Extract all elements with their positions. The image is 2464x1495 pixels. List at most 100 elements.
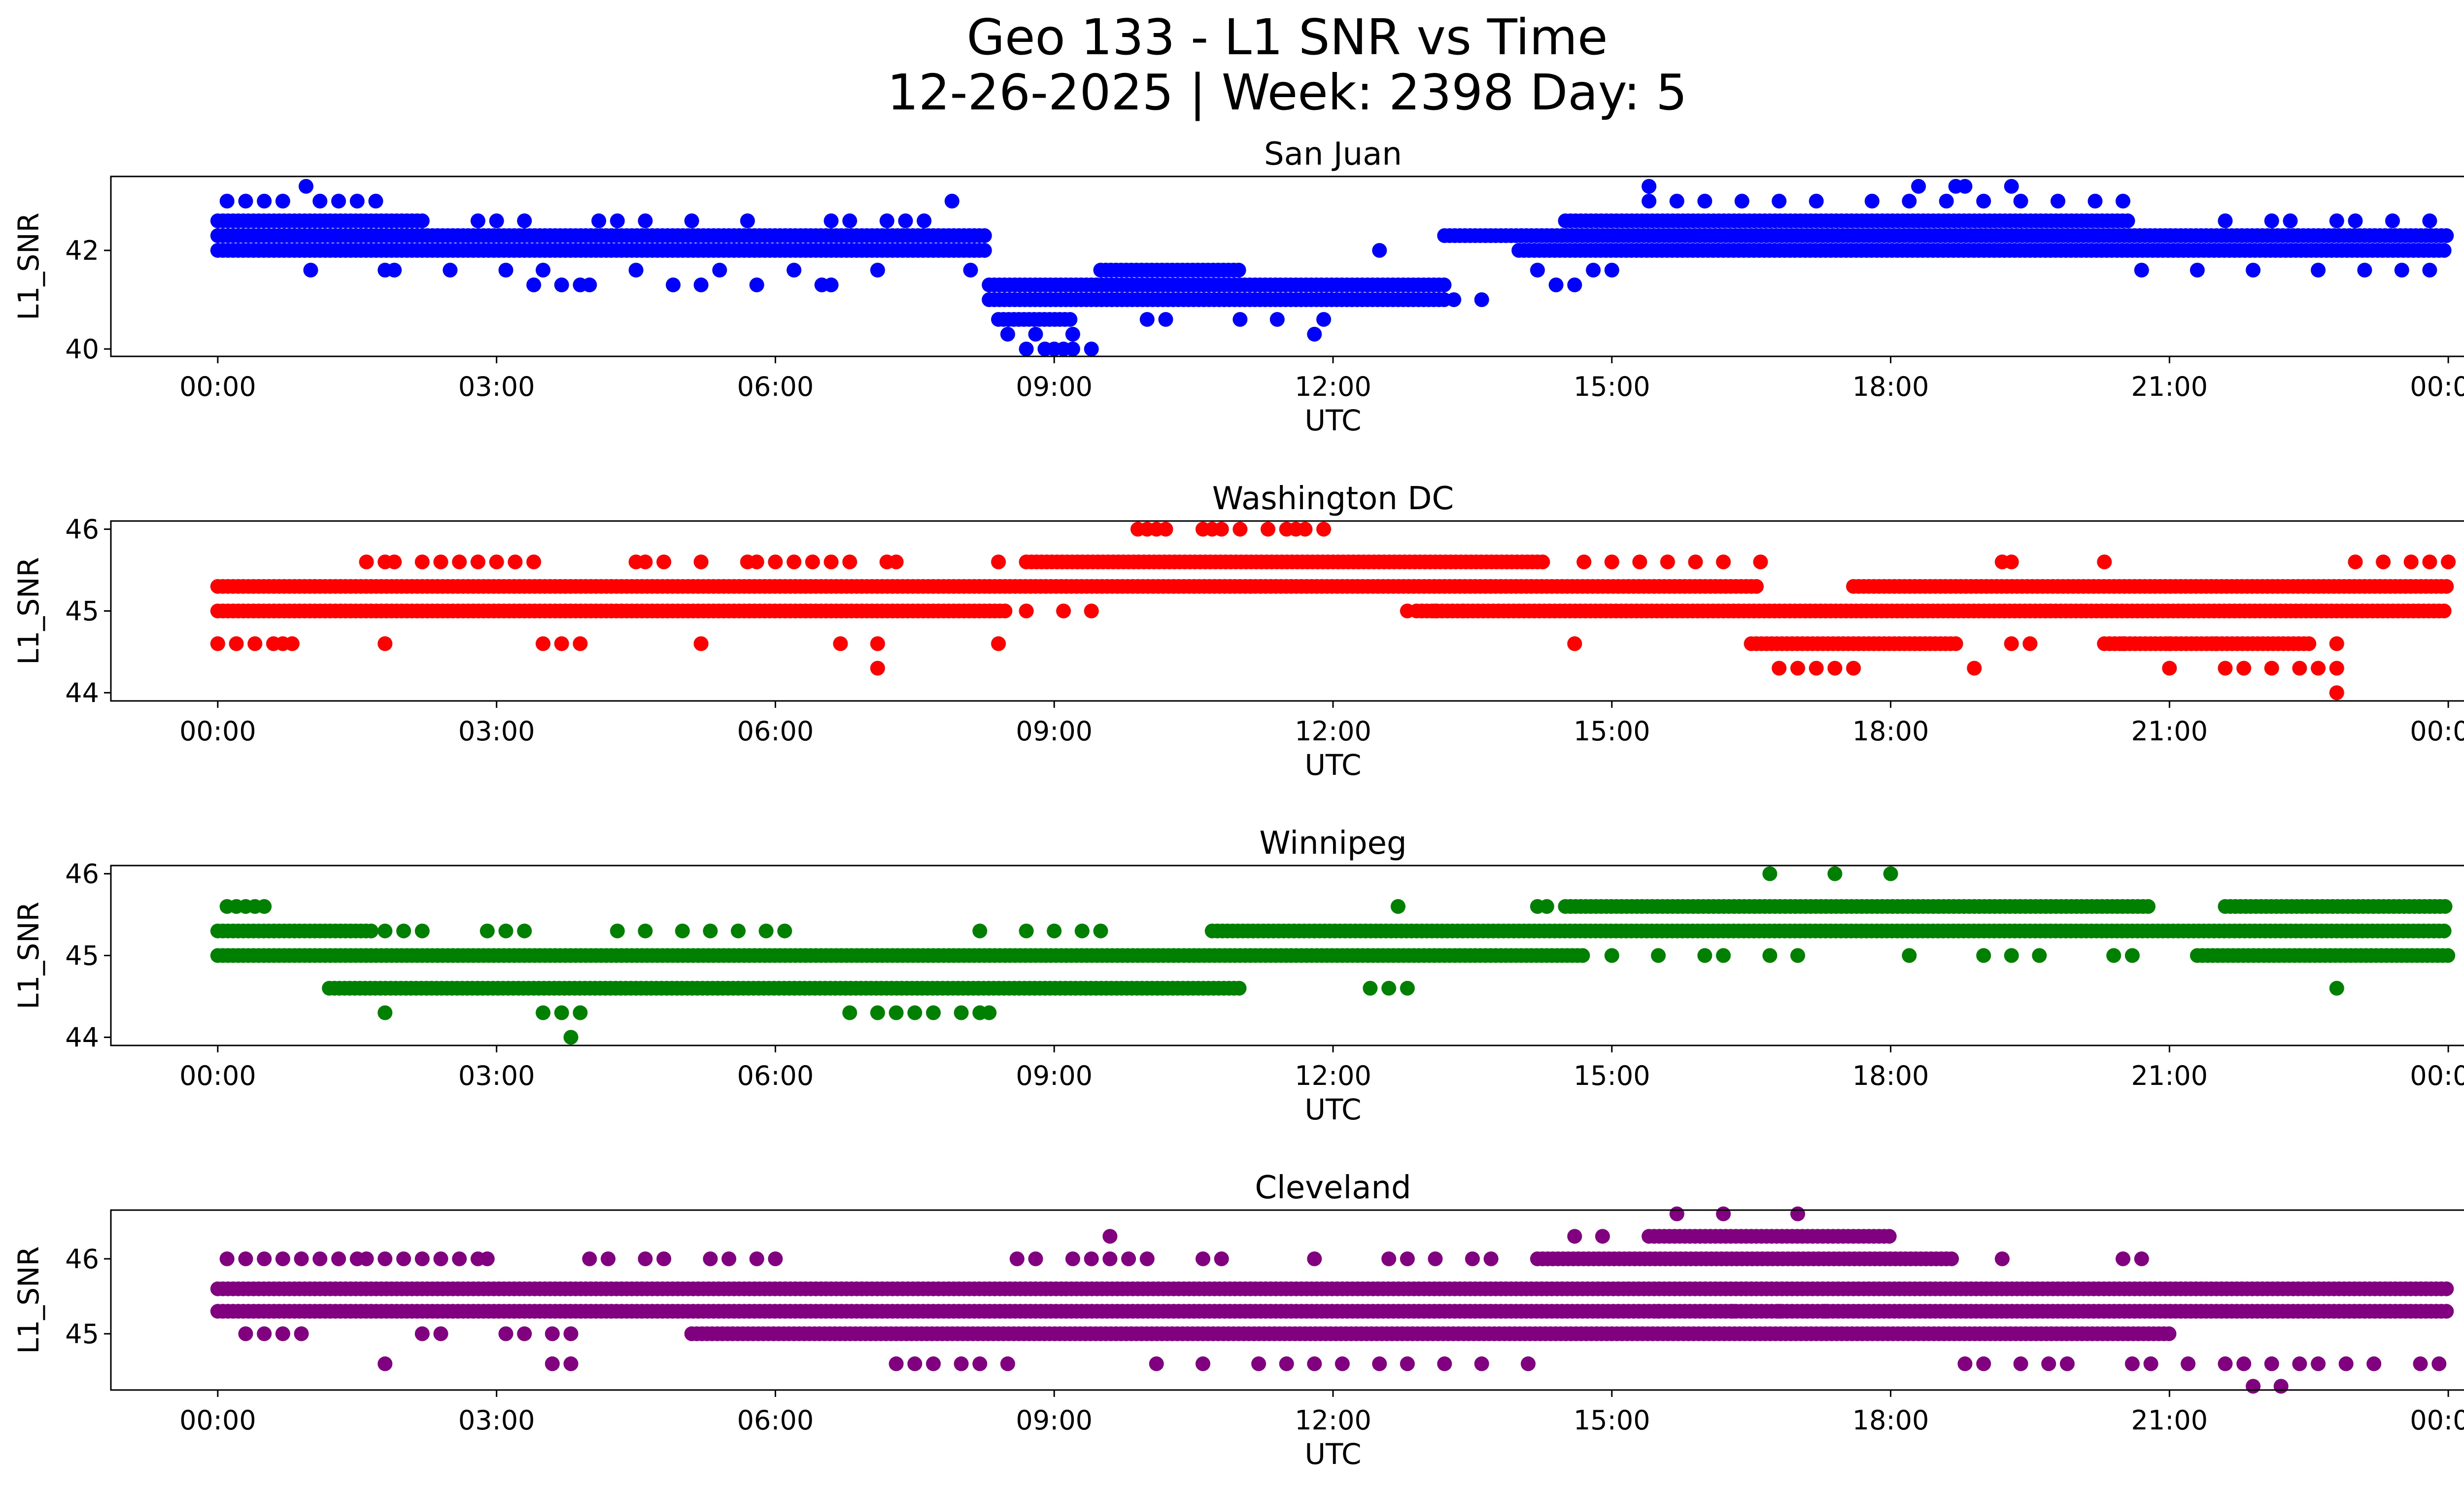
data-point — [2311, 1356, 2326, 1371]
data-point — [944, 194, 959, 209]
y-axis-label: L1_SNR — [12, 902, 45, 1009]
data-point — [842, 213, 857, 228]
data-point — [247, 636, 263, 651]
x-tick-label: 00:00 — [2410, 371, 2464, 402]
plot-area — [111, 176, 2464, 356]
x-tick-label: 15:00 — [1574, 716, 1650, 747]
data-point — [526, 555, 542, 569]
data-point — [2088, 194, 2103, 209]
data-point — [2422, 263, 2437, 278]
data-point — [972, 1356, 988, 1371]
data-point — [1651, 1304, 1666, 1319]
data-point — [582, 278, 597, 292]
data-point — [749, 1251, 764, 1266]
data-point — [1400, 603, 1415, 619]
data-point — [758, 923, 774, 939]
data-point — [2329, 636, 2344, 651]
subplot-title: Washington DC — [1212, 481, 1454, 517]
data-point — [1232, 522, 1248, 537]
data-point — [997, 603, 1013, 619]
data-point — [870, 1005, 885, 1020]
x-tick-label: 00:00 — [2410, 1405, 2464, 1436]
data-point — [489, 555, 504, 569]
data-point — [2329, 661, 2344, 676]
data-point — [433, 555, 448, 569]
data-point — [573, 1005, 588, 1020]
data-point — [219, 194, 235, 209]
data-point — [693, 555, 709, 569]
data-point — [1196, 1251, 1210, 1266]
data-point — [545, 1356, 560, 1371]
data-point — [1567, 636, 1582, 651]
figure-title-line-2: 12-26-2025 | Week: 2398 Day: 5 — [887, 64, 1687, 121]
data-point — [2264, 661, 2279, 676]
y-tick-label: 46 — [65, 514, 99, 545]
x-tick-label: 21:00 — [2131, 716, 2208, 747]
data-point — [1028, 1251, 1043, 1266]
data-point — [498, 1326, 513, 1341]
data-point — [2120, 213, 2135, 228]
data-point — [954, 1005, 969, 1020]
y-tick-label: 45 — [65, 596, 99, 627]
data-point — [1028, 327, 1043, 342]
data-point — [1261, 522, 1275, 537]
data-point — [2436, 243, 2452, 258]
data-point — [2436, 603, 2452, 619]
x-axis-label: UTC — [1305, 404, 1362, 437]
data-point — [219, 1251, 235, 1266]
data-point — [257, 1251, 272, 1266]
data-point — [1976, 948, 1991, 963]
data-point — [1944, 1251, 1959, 1266]
data-point — [364, 923, 379, 939]
data-point — [870, 661, 885, 676]
x-tick-label: 21:00 — [2131, 1060, 2208, 1091]
data-point — [777, 923, 792, 939]
data-point — [2264, 1356, 2279, 1371]
y-tick-label: 42 — [65, 235, 99, 266]
data-point — [294, 1251, 309, 1266]
data-point — [1335, 1356, 1350, 1371]
data-point — [1902, 194, 1917, 209]
data-point — [1065, 342, 1080, 356]
data-point — [2413, 1356, 2428, 1371]
data-point — [1065, 327, 1080, 342]
data-point — [2218, 213, 2233, 228]
data-point — [2236, 1356, 2252, 1371]
data-point — [1567, 1229, 1582, 1244]
data-point — [2437, 899, 2453, 914]
x-tick-label: 00:00 — [179, 371, 256, 402]
data-point — [433, 1251, 448, 1266]
data-point — [1749, 579, 1764, 594]
data-point — [879, 213, 894, 228]
data-point — [2422, 555, 2437, 569]
x-axis-label: UTC — [1305, 1437, 1362, 1471]
data-point — [2422, 213, 2437, 228]
data-point — [1976, 194, 1991, 209]
data-point — [1232, 312, 1248, 327]
data-point — [2329, 213, 2344, 228]
data-point — [554, 636, 569, 651]
data-point — [443, 263, 458, 278]
data-point — [1400, 1356, 1415, 1371]
x-tick-label: 09:00 — [1016, 1405, 1093, 1436]
data-point — [1381, 980, 1397, 996]
data-point — [2124, 1356, 2140, 1371]
data-point — [1669, 194, 1684, 209]
data-point — [833, 636, 848, 651]
data-point — [1567, 278, 1582, 292]
figure-title-line-1: Geo 133 - L1 SNR vs Time — [967, 8, 1608, 66]
y-axis-label: L1_SNR — [12, 1246, 45, 1354]
y-tick-label: 44 — [65, 677, 99, 708]
data-point — [303, 263, 318, 278]
data-point — [2366, 1356, 2382, 1371]
data-point — [1381, 1251, 1397, 1266]
data-point — [2273, 1379, 2289, 1394]
data-point — [693, 278, 709, 292]
data-point — [1790, 948, 1805, 963]
data-point — [1734, 194, 1749, 209]
data-point — [1716, 555, 1731, 569]
data-point — [1000, 1356, 1015, 1371]
data-point — [1102, 1229, 1118, 1244]
